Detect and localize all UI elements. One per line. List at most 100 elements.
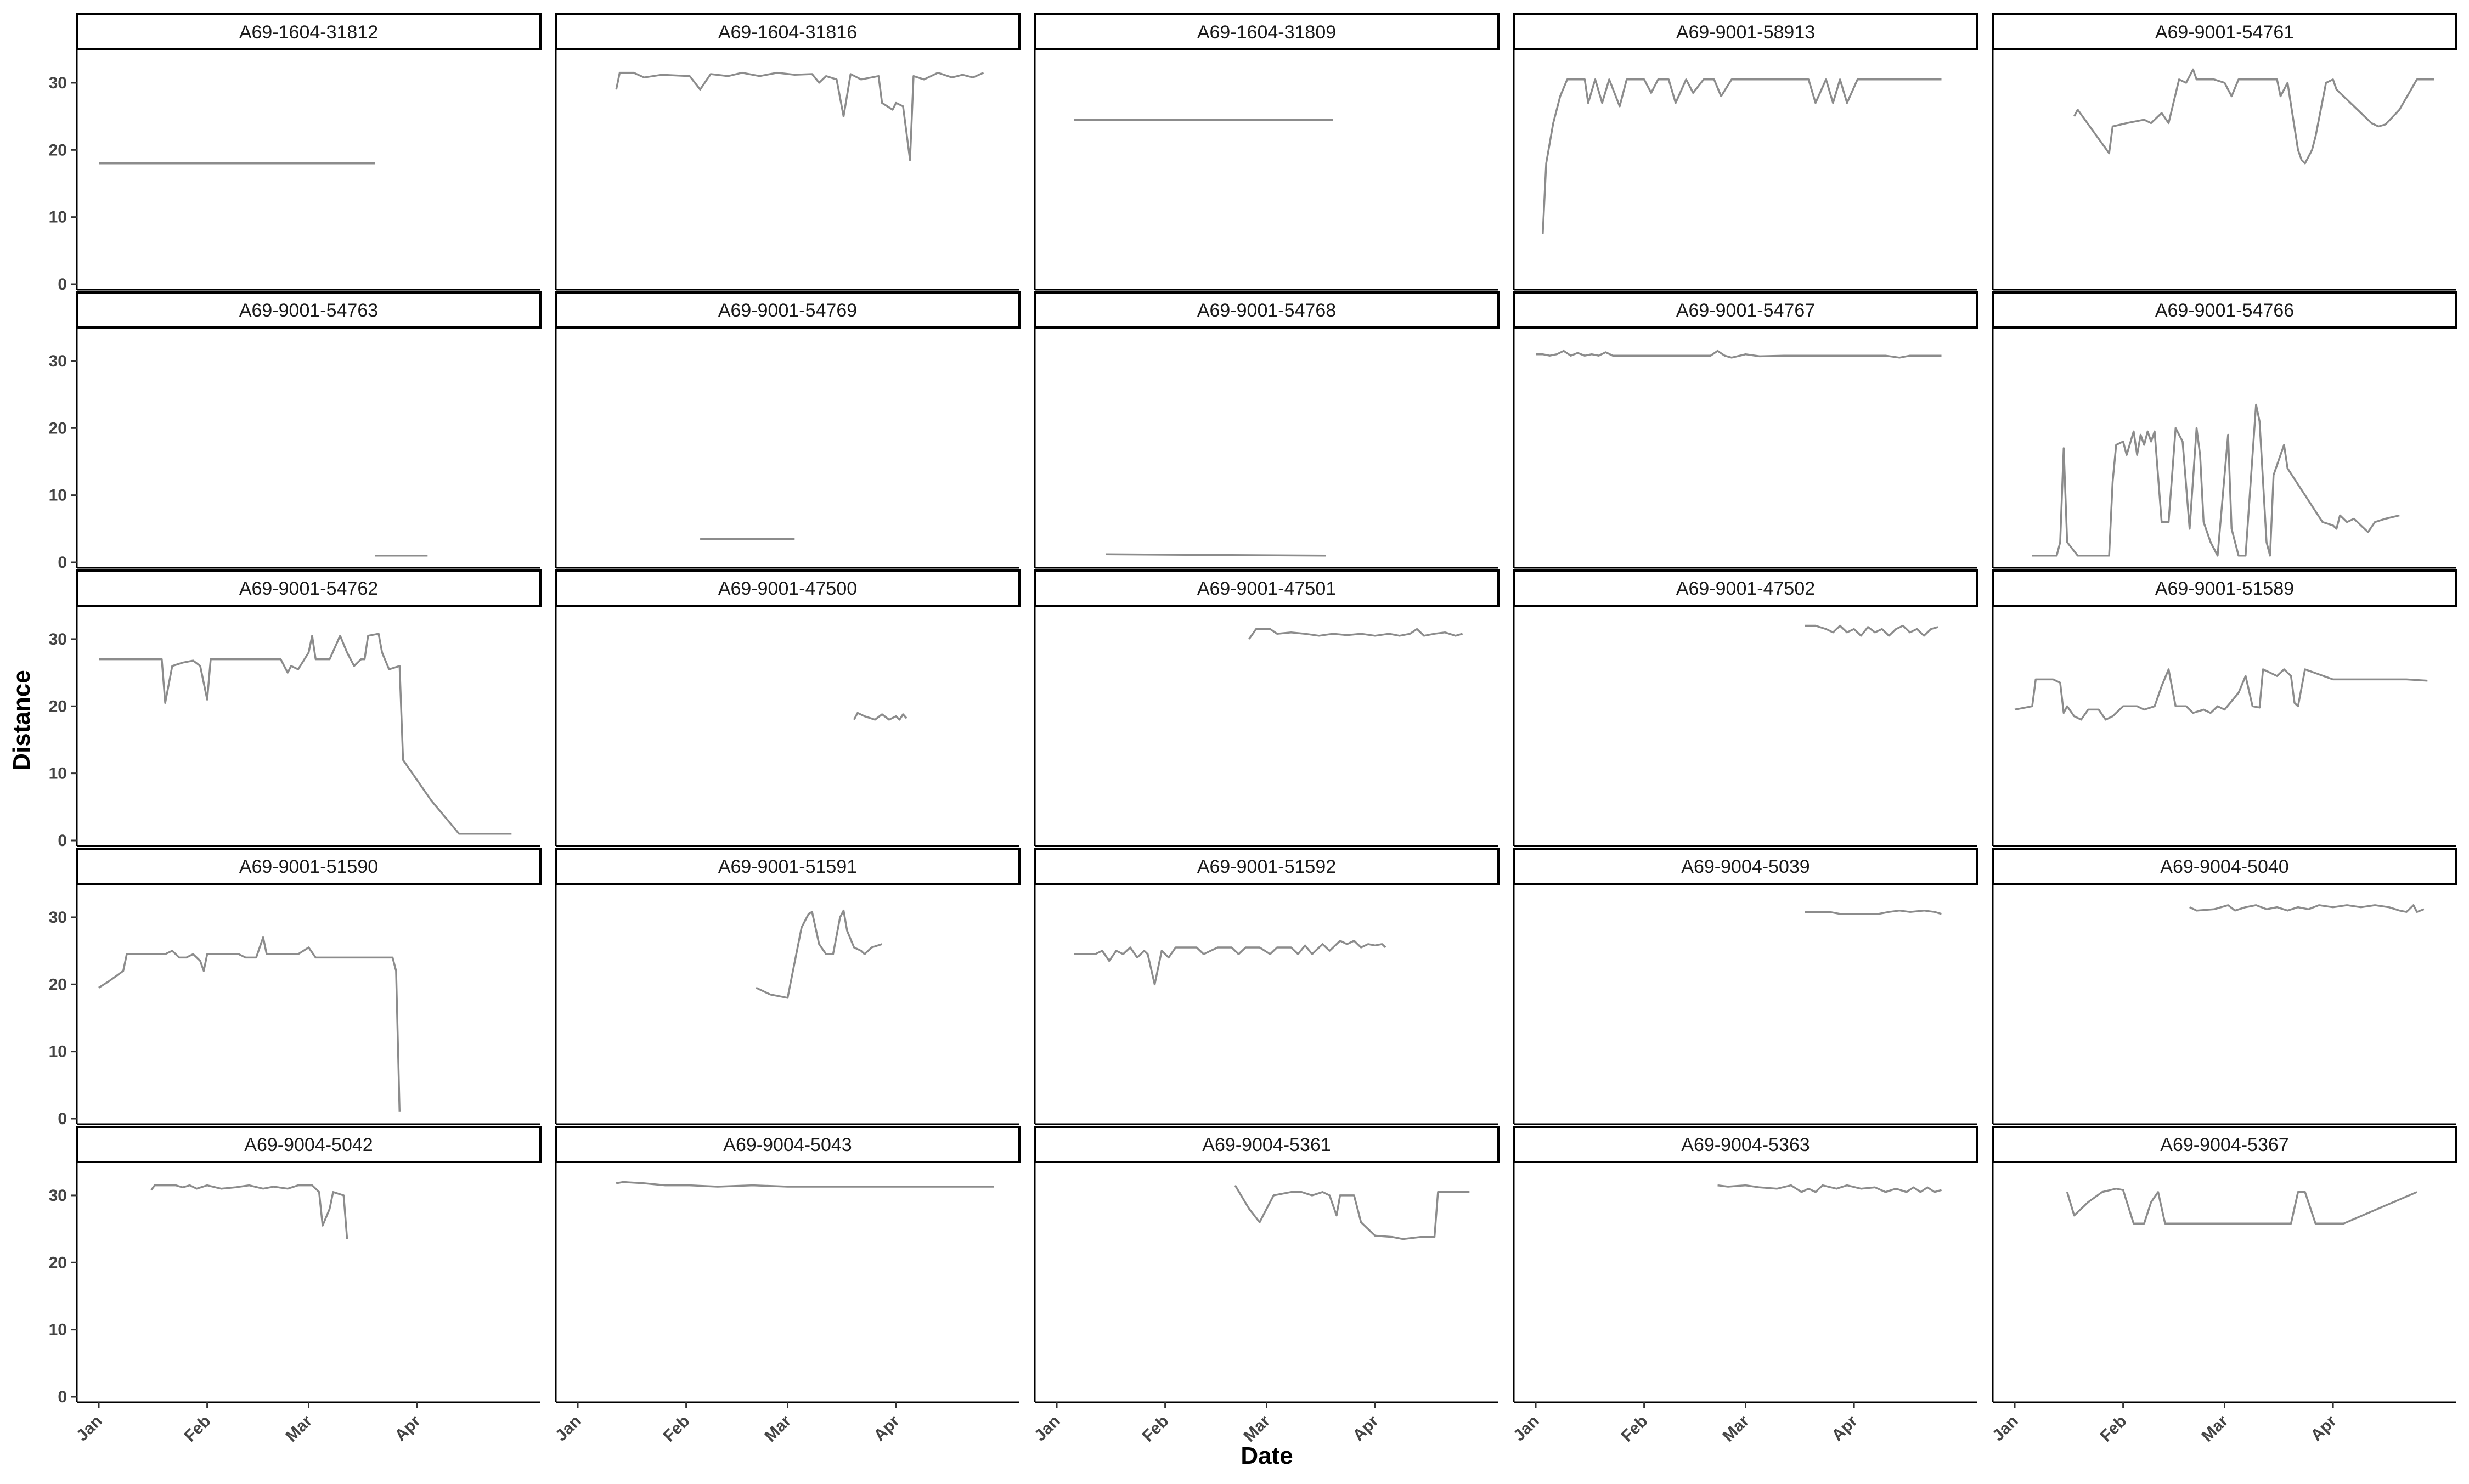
facet-panel: A69-9004-5039: [1513, 848, 1978, 1125]
series-line: [1542, 78, 1942, 234]
facet-strip-label: A69-1604-31809: [1197, 22, 1336, 43]
facet-strip: [1992, 291, 2457, 329]
y-tick-label: 30: [49, 630, 67, 648]
y-tick-label: 20: [49, 419, 67, 437]
facet-panel: A69-9001-54761: [1992, 13, 2457, 291]
facet-strip-label: A69-1604-31812: [239, 22, 378, 43]
facet-strip-label: A69-9001-51589: [2155, 578, 2294, 599]
y-tick-label: 10: [49, 487, 67, 505]
facet-panel: A69-9001-58913: [1513, 13, 1978, 291]
facet-strip: [1992, 569, 2457, 607]
facet-strip-label: A69-9001-54763: [239, 300, 378, 321]
facet-strip: [76, 848, 542, 885]
y-tick-label: 30: [49, 1187, 67, 1205]
facet-panel: A69-9001-47501: [1034, 569, 1500, 847]
series-line: [1234, 1184, 1470, 1240]
series-line: [1536, 349, 1942, 359]
facet-strip: [1034, 848, 1500, 885]
facet-panels: A69-1604-31812 0 10 20 30 A69-1604-31816 A69-1…: [49, 13, 2457, 1446]
facet-strip-label: A69-9004-5039: [1681, 856, 1810, 877]
facet-strip-label: A69-9004-5367: [2160, 1135, 2288, 1155]
y-tick-label: 30: [49, 909, 67, 927]
facet-strip-label: A69-9001-54761: [2155, 22, 2294, 43]
facet-strip-label: A69-9001-54762: [239, 578, 378, 599]
facet-panel: A69-9001-54769: [555, 291, 1021, 569]
y-tick-label: 0: [58, 1388, 67, 1406]
facet-panel: A69-9001-54767: [1513, 291, 1978, 569]
series-line: [2032, 403, 2400, 557]
facet-strip: [1992, 848, 2457, 885]
facet-strip-label: A69-9001-54766: [2155, 300, 2294, 321]
y-tick-label: 20: [49, 1254, 67, 1272]
facet-strip: [1513, 291, 1978, 329]
facet-strip: [1034, 1126, 1500, 1163]
series-line: [99, 633, 512, 835]
facet-strip-label: A69-9001-51590: [239, 856, 378, 877]
y-tick-label: 10: [49, 1321, 67, 1339]
y-axis-title: Distance: [8, 670, 35, 770]
facet-strip: [1034, 291, 1500, 329]
facet-panel: A69-9001-51591: [555, 848, 1021, 1125]
facet-strip-label: A69-9004-5363: [1681, 1135, 1810, 1155]
facet-strip: [1513, 848, 1978, 885]
series-line: [98, 936, 401, 1112]
series-line: [1248, 628, 1463, 640]
facet-strip: [555, 13, 1021, 50]
facet-strip-label: A69-1604-31816: [718, 22, 857, 43]
y-tick-label: 20: [49, 141, 67, 159]
facet-panel: A69-9001-51590 0 10 20 30: [49, 848, 542, 1128]
facet-panel: A69-9004-5040: [1992, 848, 2457, 1125]
series-line: [1805, 624, 1938, 637]
facet-panel: A69-9001-54763 0 10 20 30: [49, 291, 542, 572]
facet-panel: A69-9001-51589: [1992, 569, 2457, 847]
facet-panel: A69-9001-47500: [555, 569, 1021, 847]
facet-strip: [76, 569, 542, 607]
facet-strip: [1034, 13, 1500, 50]
series-line: [2066, 1187, 2417, 1225]
facet-panel: A69-9001-54766: [1992, 291, 2457, 569]
facet-strip-label: A69-9004-5361: [1202, 1135, 1331, 1155]
facet-panel: A69-9001-54762 0 10 20 30: [49, 569, 542, 850]
facet-strip-label: A69-9004-5042: [244, 1135, 373, 1155]
y-tick-label: 10: [49, 208, 67, 227]
series-line: [615, 71, 984, 161]
facet-strip-label: A69-9001-51591: [718, 856, 857, 877]
facet-strip: [1034, 569, 1500, 607]
facet-panel: A69-9001-54768: [1034, 291, 1500, 569]
facet-strip: [1513, 1126, 1978, 1163]
facet-strip: [1513, 569, 1978, 607]
facet-strip: [1513, 13, 1978, 50]
x-axis-title: Date: [1241, 1442, 1293, 1469]
facet-strip: [1992, 1126, 2457, 1163]
facet-strip-label: A69-9001-54769: [718, 300, 857, 321]
facet-strip: [76, 1126, 542, 1163]
series-line: [2073, 68, 2434, 165]
facet-strip-label: A69-9001-47501: [1197, 578, 1336, 599]
y-tick-label: 0: [58, 275, 67, 294]
facet-strip: [1992, 13, 2457, 50]
series-line: [150, 1184, 348, 1239]
facet-panel: A69-9001-51592: [1034, 848, 1500, 1125]
facet-panel: A69-1604-31809: [1034, 13, 1500, 291]
series-line: [2014, 668, 2428, 721]
series-line: [1074, 940, 1386, 986]
facet-strip-label: A69-9001-51592: [1197, 856, 1336, 877]
facet-strip-label: A69-9001-47502: [1676, 578, 1815, 599]
facet-panel: A69-1604-31816: [555, 13, 1021, 291]
series-line: [756, 909, 883, 999]
series-line: [853, 712, 907, 721]
y-tick-label: 0: [58, 1110, 67, 1128]
series-line: [1717, 1184, 1942, 1193]
facet-strip: [555, 569, 1021, 607]
facet-strip-label: A69-9001-54768: [1197, 300, 1336, 321]
facet-strip: [555, 848, 1021, 885]
facet-strip-label: A69-9001-54767: [1676, 300, 1815, 321]
y-tick-label: 10: [49, 1043, 67, 1061]
facet-strip-label: A69-9004-5040: [2160, 856, 2288, 877]
series-line: [1805, 909, 1942, 915]
series-line: [2189, 904, 2425, 913]
y-tick-label: 10: [49, 765, 67, 783]
y-tick-label: 0: [58, 554, 67, 572]
